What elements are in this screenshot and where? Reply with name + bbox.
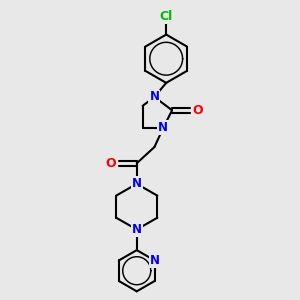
Text: N: N <box>149 91 159 103</box>
Text: N: N <box>150 254 160 267</box>
Text: Cl: Cl <box>160 11 173 23</box>
Text: O: O <box>106 157 116 170</box>
Text: O: O <box>193 104 203 117</box>
Text: N: N <box>132 177 142 190</box>
Text: N: N <box>132 223 142 236</box>
Text: N: N <box>158 122 168 134</box>
